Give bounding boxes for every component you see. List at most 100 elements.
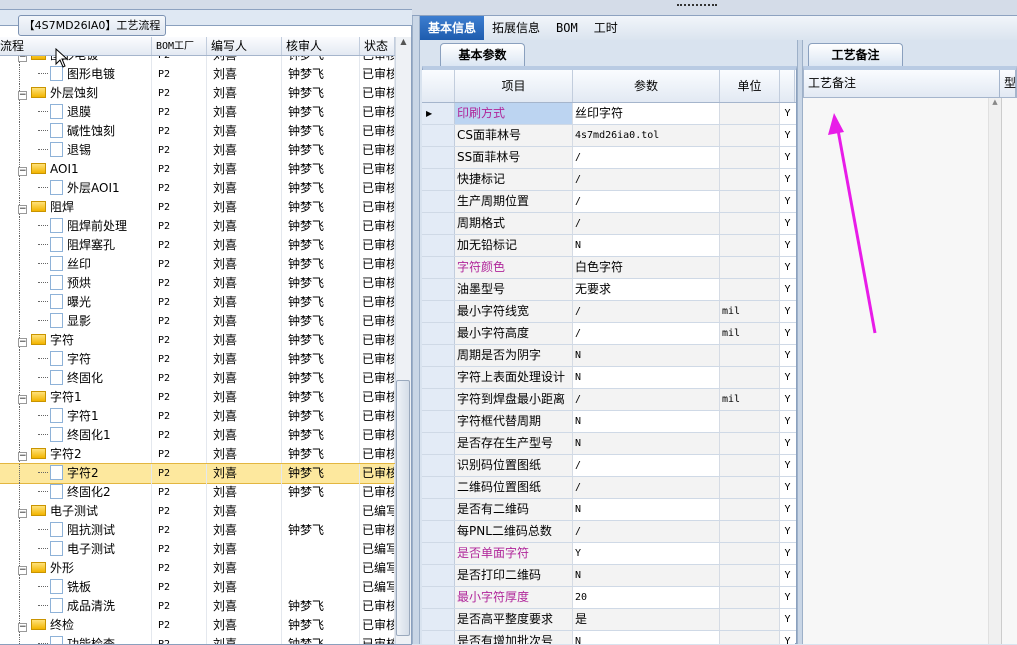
tree-row[interactable]: 外层AOI1 P2 刘喜 钟梦飞 已审核 [0, 179, 395, 198]
param-unit[interactable] [720, 499, 780, 520]
collapse-icon[interactable]: − [18, 508, 27, 518]
collapse-icon[interactable]: − [18, 204, 27, 214]
row-indicator[interactable] [422, 169, 455, 190]
tree-row[interactable]: − 字符 P2 刘喜 钟梦飞 已审核 [0, 331, 395, 350]
row-indicator[interactable] [422, 389, 455, 410]
param-unit[interactable] [720, 257, 780, 278]
tab-bom[interactable]: BOM [556, 21, 578, 35]
tree-row[interactable]: 曝光 P2 刘喜 钟梦飞 已审核 [0, 293, 395, 312]
param-unit[interactable] [720, 455, 780, 476]
param-value[interactable]: 无要求 [573, 279, 720, 300]
param-unit[interactable] [720, 367, 780, 388]
tab-basic-params[interactable]: 基本参数 [440, 43, 525, 66]
param-unit[interactable] [720, 279, 780, 300]
tree-row[interactable]: 阻抗测试 P2 刘喜 钟梦飞 已审核 [0, 521, 395, 540]
collapse-icon[interactable]: − [18, 90, 27, 100]
param-unit[interactable] [720, 411, 780, 432]
collapse-icon[interactable]: − [18, 56, 27, 62]
param-value[interactable]: N [573, 367, 720, 388]
param-row[interactable]: 是否高平整度要求是 Y [422, 609, 796, 631]
param-value[interactable]: N [573, 235, 720, 256]
param-row[interactable]: 加无铅标记 N Y [422, 235, 796, 257]
row-indicator[interactable] [422, 125, 455, 146]
param-unit[interactable] [720, 345, 780, 366]
param-value[interactable]: N [573, 411, 720, 432]
col-flag[interactable] [780, 70, 795, 102]
param-unit[interactable] [720, 147, 780, 168]
tree-row[interactable]: − 电子测试 P2 刘喜 已编写 [0, 502, 395, 521]
tree-row[interactable]: 终固化2 P2 刘喜 钟梦飞 已审核 [0, 483, 395, 502]
row-indicator[interactable] [422, 191, 455, 212]
tab-basic-info[interactable]: 基本信息 [420, 16, 485, 40]
param-value[interactable]: Y [573, 543, 720, 564]
row-indicator[interactable] [422, 477, 455, 498]
param-unit[interactable] [720, 521, 780, 542]
param-row[interactable]: SS面菲林号 / Y [422, 147, 796, 169]
tab-extended-info[interactable]: 拓展信息 [492, 21, 541, 35]
param-row[interactable]: 字符上表面处理设计 N Y [422, 367, 796, 389]
row-indicator[interactable]: ▶ [422, 103, 455, 124]
param-row[interactable]: 字符框代替周期 N Y [422, 411, 796, 433]
param-row[interactable]: ▶ 印刷方式 丝印字符 Y [422, 103, 796, 125]
param-unit[interactable] [720, 609, 780, 630]
left-splitter[interactable] [412, 10, 420, 644]
param-row[interactable]: 周期是否为阴字 N Y [422, 345, 796, 367]
param-unit[interactable] [720, 565, 780, 586]
param-unit[interactable] [720, 477, 780, 498]
col-status[interactable]: 状态 [360, 37, 395, 55]
param-unit[interactable] [720, 191, 780, 212]
notes-body[interactable] [803, 98, 1001, 644]
row-indicator[interactable] [422, 279, 455, 300]
param-value[interactable]: N [573, 345, 720, 366]
row-indicator[interactable] [422, 543, 455, 564]
tree-row[interactable]: 成品清洗 P2 刘喜 钟梦飞 已审核 [0, 597, 395, 616]
collapse-icon[interactable]: − [18, 394, 27, 404]
right-splitter[interactable] [797, 40, 803, 644]
row-indicator[interactable] [422, 433, 455, 454]
tree-row[interactable]: 铣板 P2 刘喜 已编写 [0, 578, 395, 597]
tree-row[interactable]: 丝印 P2 刘喜 钟梦飞 已审核 [0, 255, 395, 274]
row-indicator[interactable] [422, 345, 455, 366]
collapse-icon[interactable]: − [18, 622, 27, 632]
param-row[interactable]: 生产周期位置 / Y [422, 191, 796, 213]
tab-process-notes[interactable]: 工艺备注 [808, 43, 903, 66]
param-value[interactable]: / [573, 169, 720, 190]
row-indicator[interactable] [422, 257, 455, 278]
tree-row[interactable]: − 字符1 P2 刘喜 钟梦飞 已审核 [0, 388, 395, 407]
param-value[interactable]: 丝印字符 [573, 103, 720, 124]
param-value[interactable]: / [573, 323, 720, 344]
tree-row[interactable]: − 外形 P2 刘喜 已编写 [0, 559, 395, 578]
row-indicator[interactable] [422, 301, 455, 322]
param-unit[interactable] [720, 169, 780, 190]
param-value[interactable]: / [573, 389, 720, 410]
row-indicator[interactable] [422, 631, 455, 644]
collapse-icon[interactable]: − [18, 166, 27, 176]
col-unit[interactable]: 单位 [720, 70, 780, 102]
tree-row[interactable]: − AOI1 P2 刘喜 钟梦飞 已审核 [0, 160, 395, 179]
param-value[interactable]: / [573, 477, 720, 498]
param-unit[interactable]: mil [720, 301, 780, 322]
param-row[interactable]: 每PNL二维码总数 / Y [422, 521, 796, 543]
param-unit[interactable] [720, 543, 780, 564]
param-row[interactable]: 字符到焊盘最小距离 / mil Y [422, 389, 796, 411]
row-indicator[interactable] [422, 213, 455, 234]
param-row[interactable]: 二维码位置图纸 / Y [422, 477, 796, 499]
tree-row[interactable]: − 阻焊 P2 刘喜 钟梦飞 已审核 [0, 198, 395, 217]
param-value[interactable]: / [573, 521, 720, 542]
row-indicator[interactable] [422, 455, 455, 476]
tree-row[interactable]: 阻焊塞孔 P2 刘喜 钟梦飞 已审核 [0, 236, 395, 255]
col-checker[interactable]: 核审人 [282, 37, 360, 55]
tree-row[interactable]: 字符 P2 刘喜 钟梦飞 已审核 [0, 350, 395, 369]
param-row[interactable]: 最小字符高度 / mil Y [422, 323, 796, 345]
param-row[interactable]: 最小字符线宽 / mil Y [422, 301, 796, 323]
row-indicator[interactable] [422, 609, 455, 630]
tree-row[interactable]: 碱性蚀刻 P2 刘喜 钟梦飞 已审核 [0, 122, 395, 141]
tree-row[interactable]: 显影 P2 刘喜 钟梦飞 已审核 [0, 312, 395, 331]
collapse-icon[interactable]: − [18, 337, 27, 347]
param-value[interactable]: / [573, 147, 720, 168]
tree-row[interactable]: 退锡 P2 刘喜 钟梦飞 已审核 [0, 141, 395, 160]
col-item[interactable]: 项目 [455, 70, 573, 102]
param-row[interactable]: 快捷标记 / Y [422, 169, 796, 191]
